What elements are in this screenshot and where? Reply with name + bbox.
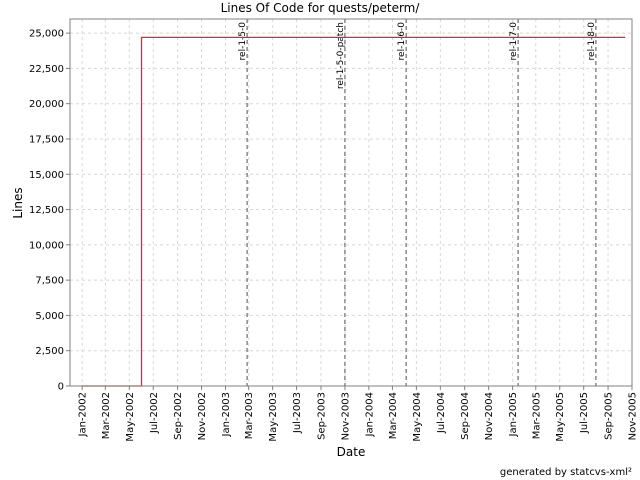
release-marker-label: rel-1-7-0 [509,22,519,61]
x-tick-label: May-2002 [125,392,136,442]
release-markers: rel-1-5-0 rel-1-5-0-patch rel-1-6-0 rel-1-7… [238,19,597,386]
release-marker-label: rel-1-5-0-patch [336,22,346,89]
x-tick-label: May-2003 [268,392,279,442]
y-tick-label: 10,000 [29,240,64,251]
y-tick-label: 17,500 [29,134,64,145]
y-axis-ticks: 0 2,500 5,000 7,500 10,000 12,500 15,000 17,500… [29,29,70,393]
x-tick-label: Jan-2005 [508,392,519,437]
x-tick-label: Mar-2004 [388,392,399,439]
y-tick-label: 20,000 [29,99,64,110]
x-tick-label: Mar-2005 [531,392,542,439]
x-tick-label: May-2004 [412,392,423,442]
release-marker-label: rel-1-6-0 [397,22,407,61]
release-marker-label: rel-1-5-0 [238,22,248,61]
x-tick-label: Jul-2004 [436,392,447,434]
x-tick-label: Jan-2002 [78,392,89,437]
release-marker-label: rel-1-8-0 [587,22,597,61]
y-tick-label: 2,500 [35,346,64,357]
x-tick-label: Nov-2005 [628,392,639,440]
y-tick-label: 22,500 [29,64,64,75]
lines-series [82,36,626,387]
y-tick-label: 5,000 [35,311,64,322]
y-tick-label: 15,000 [29,170,64,181]
x-tick-label: Nov-2002 [197,392,208,440]
x-tick-label: May-2005 [555,392,566,442]
x-tick-label: Mar-2003 [244,392,255,439]
plot-frame [69,18,633,387]
x-tick-label: Jan-2003 [221,392,232,437]
y-tick-label: 25,000 [29,29,64,40]
x-axis-title: Date [337,445,366,459]
x-axis-ticks: Jan-2002 Mar-2002 May-2002 Jul-2002 Sep-2002… [78,386,639,442]
x-tick-label: Sep-2002 [173,392,184,440]
x-tick-label: Jul-2003 [292,392,303,434]
x-tick-label: Sep-2004 [460,392,471,440]
generator-footer: generated by statcvs-xml² [500,467,632,478]
series-layer [82,36,626,387]
y-tick-label: 12,500 [29,205,64,216]
x-tick-label: Sep-2003 [316,392,327,440]
grid [70,19,633,387]
x-tick-label: Nov-2003 [340,392,351,440]
chart-title: Lines Of Code for quests/peterm/ [221,1,421,15]
x-tick-label: Nov-2004 [484,392,495,440]
y-axis-title: Lines [11,187,25,218]
y-tick-label: 0 [58,382,64,393]
x-tick-label: Jul-2002 [149,392,160,434]
y-tick-label: 7,500 [35,276,64,287]
x-tick-label: Jan-2004 [364,392,375,437]
x-tick-label: Mar-2002 [101,392,112,439]
x-tick-label: Sep-2005 [604,392,615,440]
x-tick-label: Jul-2005 [579,392,590,434]
